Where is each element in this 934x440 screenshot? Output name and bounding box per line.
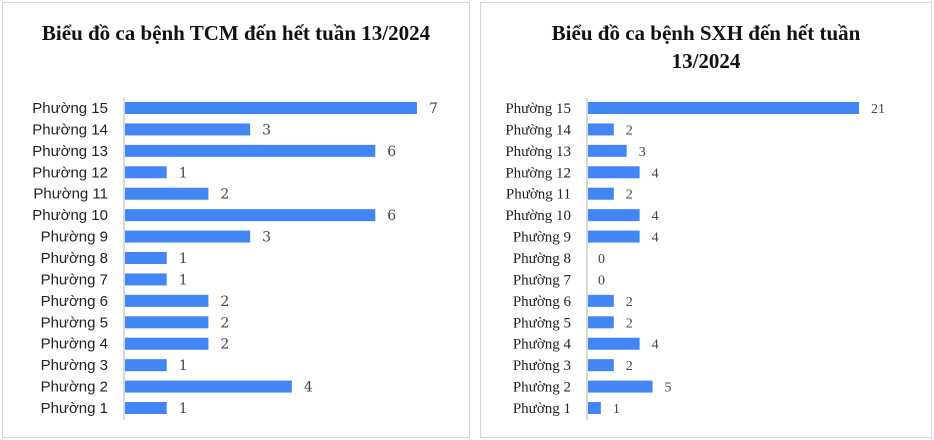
category-label: Phường 13 (32, 143, 108, 160)
bar (125, 359, 167, 372)
category-label: Phường 5 (41, 314, 108, 331)
data-label: 0 (598, 273, 605, 288)
data-label: 5 (665, 381, 672, 396)
data-label: 1 (613, 402, 620, 417)
chart-title: Biểu đồ ca bệnh SXH đến hết tuần 13/2024 (551, 21, 861, 73)
category-label: Phường 4 (513, 337, 572, 353)
bar (125, 102, 417, 114)
bar (588, 209, 640, 222)
data-label: 4 (652, 166, 659, 181)
data-label: 2 (220, 187, 229, 203)
data-label: 4 (652, 338, 659, 353)
bar (588, 337, 640, 350)
data-label: 1 (179, 358, 188, 374)
category-label: Phường 15 (505, 101, 571, 117)
bar (588, 359, 614, 372)
category-label: Phường 12 (505, 165, 571, 181)
data-label: 1 (179, 251, 188, 267)
data-label: 1 (179, 272, 188, 288)
category-label: Phường 2 (513, 380, 571, 396)
bar (588, 166, 640, 179)
data-label: 3 (262, 230, 271, 246)
category-label: Phường 4 (41, 336, 108, 353)
category-label: Phường 10 (32, 207, 108, 224)
data-label: 4 (652, 231, 659, 246)
category-label: Phường 1 (513, 401, 571, 417)
category-label: Phường 12 (32, 164, 108, 181)
category-label: Phường 5 (513, 315, 571, 331)
bar (125, 209, 376, 222)
data-label: 1 (179, 165, 188, 181)
category-label: Phường 7 (513, 272, 572, 288)
bar (588, 102, 859, 114)
bar (125, 144, 376, 157)
data-label: 2 (220, 315, 229, 331)
category-label: Phường 1 (41, 400, 108, 417)
category-label: Phường 6 (41, 293, 108, 310)
data-label: 2 (626, 295, 633, 310)
data-label: 0 (598, 252, 605, 267)
data-label: 2 (626, 316, 633, 331)
data-label: 3 (262, 122, 271, 138)
data-label: 2 (626, 123, 633, 138)
bar (588, 144, 627, 157)
bar (125, 123, 251, 136)
data-label: 6 (387, 144, 396, 160)
data-label: 2 (220, 337, 229, 353)
data-label: 1 (179, 401, 188, 417)
bar (125, 187, 209, 200)
category-label: Phường 9 (513, 230, 571, 246)
category-label: Phường 6 (513, 294, 572, 310)
bar (125, 166, 167, 179)
bar (125, 273, 167, 286)
bar (125, 316, 209, 329)
data-label: 21 (871, 102, 885, 117)
category-label: Phường 13 (505, 144, 571, 160)
bar (125, 380, 292, 393)
bar (588, 380, 653, 393)
category-label: Phường 14 (32, 121, 108, 138)
data-label: 2 (626, 359, 633, 374)
category-label: Phường 11 (506, 187, 571, 203)
category-label: Phường 7 (41, 271, 108, 288)
bar (588, 123, 614, 136)
data-label: 2 (626, 188, 633, 203)
bar (588, 316, 614, 329)
category-label: Phường 8 (41, 250, 108, 267)
data-label: 7 (429, 101, 438, 117)
bar (588, 402, 601, 415)
bar (588, 187, 614, 200)
category-label: Phường 10 (505, 208, 571, 224)
bar (125, 252, 167, 265)
bar (588, 294, 614, 307)
data-label: 4 (304, 380, 313, 396)
data-label: 6 (387, 208, 396, 224)
data-label: 4 (652, 209, 659, 224)
category-label: Phường 11 (33, 186, 108, 203)
category-label: Phường 3 (513, 358, 571, 374)
category-label: Phường 14 (505, 122, 571, 138)
data-label: 3 (639, 145, 646, 160)
bar (125, 230, 251, 243)
category-label: Phường 3 (41, 357, 108, 374)
category-label: Phường 15 (32, 100, 108, 117)
bar (125, 294, 209, 307)
data-label: 2 (220, 294, 229, 310)
category-label: Phường 2 (41, 379, 108, 396)
sxh-chart-panel: Biểu đồ ca bệnh SXH đến hết tuần 13/2024… (480, 2, 932, 438)
category-label: Phường 9 (41, 229, 108, 246)
bar (588, 230, 640, 243)
category-label: Phường 8 (513, 251, 571, 267)
tcm-chart-panel: Biểu đồ ca bệnh TCM đến hết tuần 13/2024… (2, 2, 470, 438)
bar (125, 337, 209, 350)
chart-title: Biểu đồ ca bệnh TCM đến hết tuần 13/2024 (41, 21, 431, 45)
bar (125, 402, 167, 415)
